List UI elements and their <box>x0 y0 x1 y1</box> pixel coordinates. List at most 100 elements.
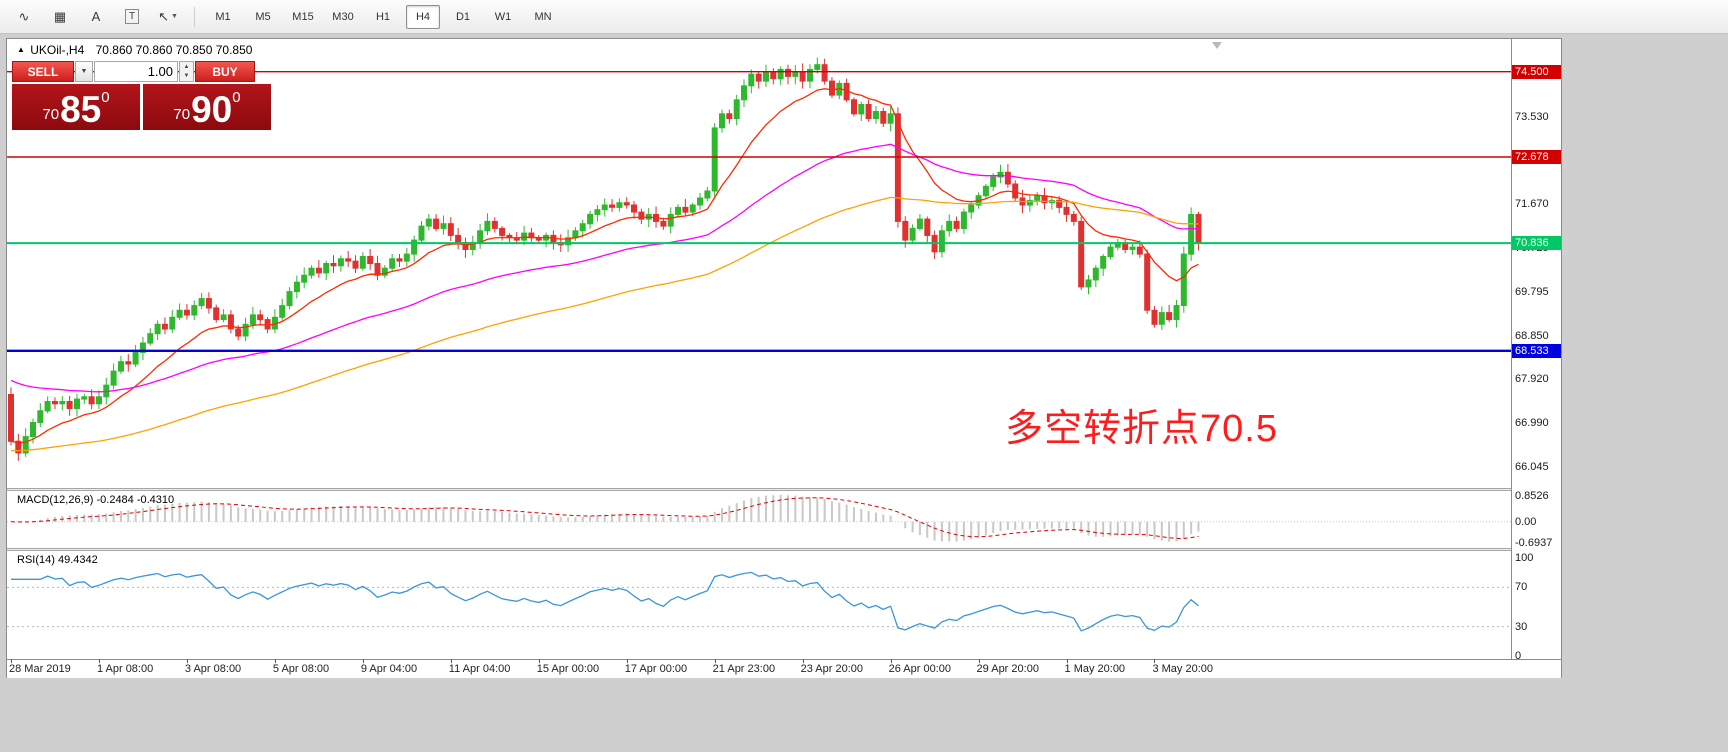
price-axis-label: 68.850 <box>1515 329 1549 342</box>
macd-signal-line <box>10 497 1199 540</box>
timeframe-button-mn[interactable]: MN <box>534 10 552 23</box>
dropdown-caret-icon: ▼ <box>170 13 178 20</box>
chart-title: ▲ UKOil-,H4 70.860 70.860 70.850 70.850 <box>17 43 252 57</box>
buy-price-main: 90 <box>191 89 233 131</box>
time-axis-label: 1 May 20:00 <box>1064 663 1126 675</box>
chart-ohlc-values: 70.860 70.860 70.850 70.850 <box>95 43 253 57</box>
macd-histogram <box>17 494 1200 542</box>
buy-price-display[interactable]: 70 90 0 <box>143 84 271 130</box>
volume-dropdown-button[interactable]: ▼ <box>75 61 93 82</box>
time-axis-tick <box>362 659 364 663</box>
timeframe-button-m15[interactable]: M15 <box>292 10 314 23</box>
rsi-label: RSI(14) 49.4342 <box>17 554 98 566</box>
ma-fast-line <box>10 88 1199 444</box>
time-axis-tick <box>274 659 276 663</box>
price-axis-label: 66.990 <box>1515 416 1549 429</box>
rsi-axis-label: 0 <box>1515 650 1522 662</box>
one-click-trading-panel: SELL ▼ ▲ ▼ BUY 70 85 0 70 <box>12 61 274 130</box>
chart-symbol-period: UKOil-,H4 <box>30 43 85 57</box>
trade-prices-row: 70 85 0 70 90 0 <box>12 84 274 130</box>
sell-price-pip: 0 <box>101 89 110 106</box>
buy-button[interactable]: BUY <box>195 61 255 82</box>
time-axis-label: 23 Apr 20:00 <box>800 663 864 675</box>
time-axis-label: 21 Apr 23:00 <box>712 663 776 675</box>
rsi-axis-label: 100 <box>1515 552 1534 564</box>
timeframe-group: M1 M5 M15 M30 H1 H4 D1 W1 MN <box>205 4 561 29</box>
rsi-axis-label: 70 <box>1515 581 1528 594</box>
time-axis-label: 26 Apr 00:00 <box>888 663 951 675</box>
time-axis-label: 28 Mar 2019 <box>9 663 71 675</box>
time-axis-label: 15 Apr 00:00 <box>536 663 600 675</box>
time-axis-tick <box>11 659 12 663</box>
time-axis-tick <box>1066 659 1068 663</box>
timeframe-button-h4[interactable]: H4 <box>406 4 440 29</box>
chart-window: ▲ UKOil-,H4 70.860 70.860 70.850 70.850 … <box>6 38 1562 678</box>
volume-increase-button[interactable]: ▲ <box>183 63 190 70</box>
sell-price-main: 85 <box>60 89 102 131</box>
time-axis-tick <box>626 659 628 663</box>
time-axis <box>7 659 1561 678</box>
price-axis-label: 67.920 <box>1515 373 1549 386</box>
chart-annotation[interactable]: 多空转折点70.5 <box>1005 408 1278 450</box>
ma-slow-line <box>11 196 1199 452</box>
chart-shift-marker-icon[interactable] <box>1212 42 1222 49</box>
macd-axis-label: 0.00 <box>1515 515 1537 528</box>
macd-axis-label: 0.8526 <box>1515 489 1549 502</box>
volume-decrease-button[interactable]: ▼ <box>183 73 190 80</box>
timeframe-button-m5[interactable]: M5 <box>255 10 271 23</box>
chevron-down-icon: ▼ <box>80 68 88 75</box>
toolbar-separator <box>194 6 195 27</box>
volume-input[interactable] <box>94 61 178 82</box>
rsi-value: 49.4342 <box>57 554 98 566</box>
timeframe-button-h1[interactable]: H1 <box>375 10 391 23</box>
indicators-icon[interactable]: ∿ <box>18 8 30 24</box>
time-axis-label: 1 Apr 08:00 <box>96 663 154 675</box>
price-axis-label: 66.045 <box>1515 461 1549 474</box>
buy-price-pip: 0 <box>232 89 241 106</box>
price-axis-label: 71.670 <box>1515 198 1549 211</box>
price-tag: 74.500 <box>1512 64 1561 79</box>
rsi-line <box>11 571 1199 632</box>
macd-values: -0.2484 -0.4310 <box>96 494 175 506</box>
time-axis-tick <box>802 659 804 663</box>
candlesticks <box>8 57 1202 461</box>
macd-label: MACD(12,26,9) -0.2484 -0.4310 <box>17 494 174 506</box>
macd-panel-canvas[interactable] <box>7 491 1511 548</box>
time-axis-tick <box>450 659 452 663</box>
price-axis-label: 73.530 <box>1515 111 1549 124</box>
rsi-panel-canvas[interactable] <box>7 551 1511 659</box>
timeframe-button-w1[interactable]: W1 <box>494 10 512 23</box>
sell-price-display[interactable]: 70 85 0 <box>12 84 140 130</box>
ma-mid-line <box>10 143 1199 393</box>
timeframe-button-d1[interactable]: D1 <box>455 10 471 23</box>
time-axis-label: 29 Apr 20:00 <box>976 663 1039 675</box>
shapes-icon[interactable]: ↖ ▼ <box>158 8 178 24</box>
time-axis-tick <box>98 659 100 663</box>
volume-stepper: ▲ ▼ <box>179 61 194 82</box>
time-axis-label: 5 Apr 08:00 <box>272 663 330 675</box>
price-tag: 68.533 <box>1512 343 1561 358</box>
toolbar: ∿ ▦ A T ↖ ▼ M1 M5 M15 M30 H1 H4 D1 W1 MN <box>0 0 1728 34</box>
macd-axis-label: -0.6937 <box>1515 537 1553 550</box>
sell-button[interactable]: SELL <box>12 61 74 82</box>
time-axis-tick <box>186 659 188 663</box>
trade-controls-row: SELL ▼ ▲ ▼ BUY <box>12 61 274 82</box>
price-axis-label: 69.795 <box>1515 285 1549 298</box>
workspace: ▲ UKOil-,H4 70.860 70.860 70.850 70.850 … <box>0 34 1728 752</box>
time-axis-tick <box>714 659 716 663</box>
main-chart-canvas[interactable] <box>7 39 1511 488</box>
panel-splitter[interactable] <box>7 548 1561 551</box>
timeframe-button-m30[interactable]: M30 <box>332 10 354 23</box>
panel-splitter[interactable] <box>7 488 1561 491</box>
window-marker-icon: ▲ <box>17 45 25 54</box>
grid-icon[interactable]: ▦ <box>53 8 67 24</box>
time-axis-label: 3 Apr 08:00 <box>184 663 242 675</box>
timeframe-button-m1[interactable]: M1 <box>215 10 231 23</box>
text-label-icon[interactable]: T <box>116 4 148 30</box>
time-axis-label: 3 May 20:00 <box>1152 663 1214 675</box>
price-tag: 72.678 <box>1512 149 1561 164</box>
drawing-tools-group: ∿ ▦ A T ↖ ▼ <box>8 4 184 30</box>
time-axis-tick <box>890 659 892 663</box>
text-icon[interactable]: A <box>91 9 101 24</box>
rsi-axis-label: 30 <box>1515 620 1528 633</box>
